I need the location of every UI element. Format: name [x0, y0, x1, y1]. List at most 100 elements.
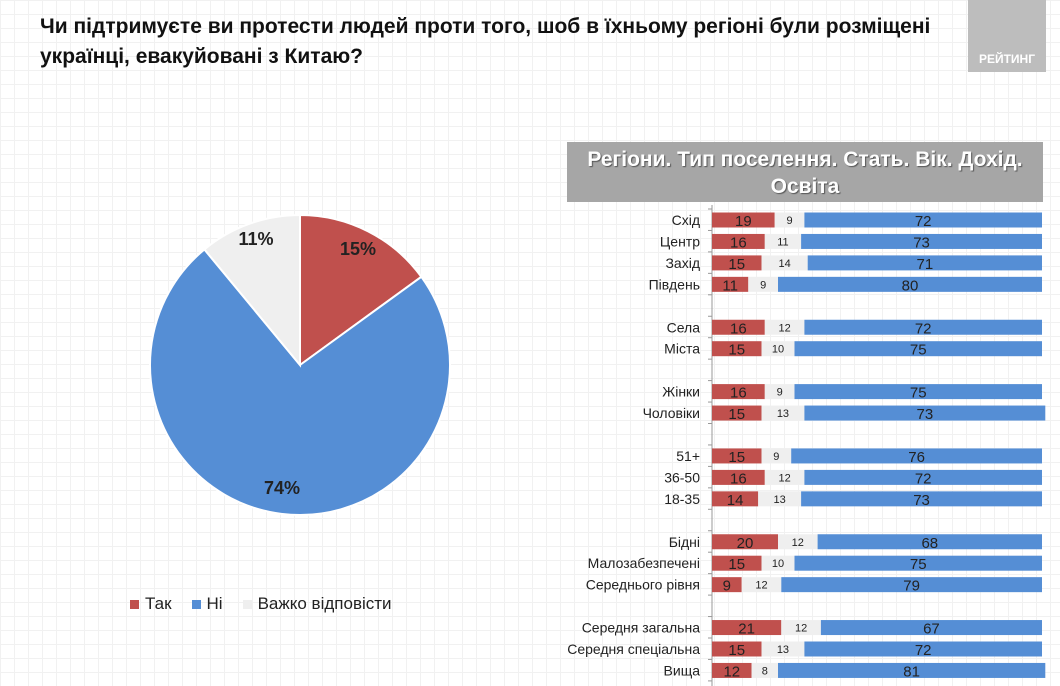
category-label: Чоловіки — [643, 405, 700, 421]
bar-segment-hard — [741, 577, 782, 593]
category-label: Схід — [672, 212, 700, 228]
data-label: 12 — [723, 663, 740, 680]
pie-slice-0 — [299, 213, 423, 367]
logo-text: РЕЙТИНГ — [978, 52, 1036, 66]
data-label: 12 — [778, 322, 790, 334]
bar-segment-hard — [778, 534, 818, 550]
category-label: Жінки — [662, 384, 700, 400]
bar-segment-no — [794, 341, 1042, 357]
bar-segment-no — [781, 577, 1042, 593]
bar-segment-yes — [712, 384, 765, 400]
legend-label: Ні — [206, 594, 223, 613]
data-label: 15 — [728, 449, 745, 466]
data-label: 68 — [921, 535, 938, 552]
category-label: Села — [667, 319, 701, 335]
bar-segment-yes — [712, 469, 765, 485]
data-label: 73 — [913, 492, 930, 509]
bar-segment-no — [801, 233, 1042, 249]
data-label: 73 — [917, 406, 934, 423]
bar-segment-yes — [712, 255, 762, 271]
bar-segment-no — [804, 405, 1046, 421]
data-label: 75 — [910, 385, 927, 402]
bar-segment-yes — [712, 491, 759, 507]
data-label: 79 — [903, 578, 920, 595]
bar-segment-yes — [712, 405, 762, 421]
data-label: 8 — [762, 665, 768, 677]
bar-segment-hard — [758, 491, 802, 507]
category-label: Середнього рівня — [586, 577, 700, 593]
bar-chart-title: Регіони. Тип поселення. Стать. Вік. Дохі… — [567, 142, 1043, 202]
data-label: 20 — [737, 535, 754, 552]
bar-segment-hard — [764, 469, 805, 485]
bar-segment-yes — [712, 577, 742, 593]
data-label: 9 — [723, 578, 731, 595]
bar-segment-yes — [712, 212, 775, 228]
bar-segment-yes — [712, 620, 782, 636]
category-label: 18-35 — [664, 491, 700, 507]
pie-label: 15% — [340, 239, 376, 259]
data-label: 9 — [773, 451, 779, 463]
bar-segment-no — [801, 491, 1042, 507]
data-label: 73 — [913, 234, 930, 251]
bar-segment-hard — [761, 641, 805, 657]
bar-segment-yes — [712, 534, 778, 550]
data-label: 9 — [777, 387, 783, 399]
bar-segment-no — [794, 555, 1042, 571]
bar-segment-hard — [764, 319, 805, 335]
data-label: 14 — [727, 492, 744, 509]
data-label: 9 — [786, 215, 792, 227]
data-label: 72 — [915, 470, 932, 487]
data-label: 72 — [915, 213, 932, 230]
data-label: 16 — [730, 385, 747, 402]
bar-segment-hard — [751, 662, 778, 678]
bar-segment-no — [807, 255, 1042, 271]
data-label: 19 — [735, 213, 752, 230]
data-label: 10 — [772, 344, 784, 356]
data-label: 76 — [908, 449, 925, 466]
category-label: Бідні — [669, 534, 700, 550]
category-label: Середня спеціальна — [567, 641, 700, 657]
bar-segment-hard — [761, 255, 808, 271]
data-label: 13 — [774, 494, 786, 506]
bar-segment-hard — [761, 555, 795, 571]
category-label: Міста — [664, 341, 700, 357]
data-label: 72 — [915, 642, 932, 659]
legend-swatch — [242, 599, 252, 609]
bar-segment-yes — [712, 276, 749, 292]
data-label: 12 — [792, 537, 804, 549]
bar-segment-hard — [761, 341, 795, 357]
data-label: 72 — [915, 320, 932, 337]
data-label: 12 — [778, 472, 790, 484]
bar-segment-yes — [712, 233, 765, 249]
data-label: 13 — [777, 644, 789, 656]
bar-segment-no — [804, 641, 1042, 657]
bar-segment-yes — [712, 662, 752, 678]
data-label: 15 — [728, 256, 745, 273]
category-label: Малозабезпечені — [588, 555, 700, 571]
category-label: Вища — [664, 662, 701, 678]
bar-segment-hard — [764, 384, 795, 400]
data-label: 15 — [728, 406, 745, 423]
data-label: 16 — [730, 320, 747, 337]
bar-segment-yes — [712, 448, 762, 464]
bar-segment-yes — [712, 641, 762, 657]
data-label: 75 — [910, 556, 927, 573]
category-label: Центр — [660, 233, 700, 249]
bar-segment-yes — [712, 319, 765, 335]
bar-segment-no — [817, 534, 1042, 550]
data-label: 80 — [902, 277, 919, 294]
legend-swatch — [191, 599, 201, 609]
data-label: 15 — [728, 556, 745, 573]
data-label: 11 — [722, 277, 738, 294]
legend-item-no: Ні — [191, 594, 223, 614]
bar-segment-no — [791, 448, 1042, 464]
bar-segment-no — [794, 384, 1042, 400]
bar-segment-hard — [748, 276, 778, 292]
category-label: Середня загальна — [582, 620, 701, 636]
data-label: 14 — [778, 258, 790, 270]
legend-label: Так — [145, 594, 172, 613]
category-label: 36-50 — [664, 469, 700, 485]
data-label: 10 — [772, 558, 784, 570]
pie-slice-2 — [202, 213, 301, 368]
bar-segment-no — [804, 469, 1042, 485]
